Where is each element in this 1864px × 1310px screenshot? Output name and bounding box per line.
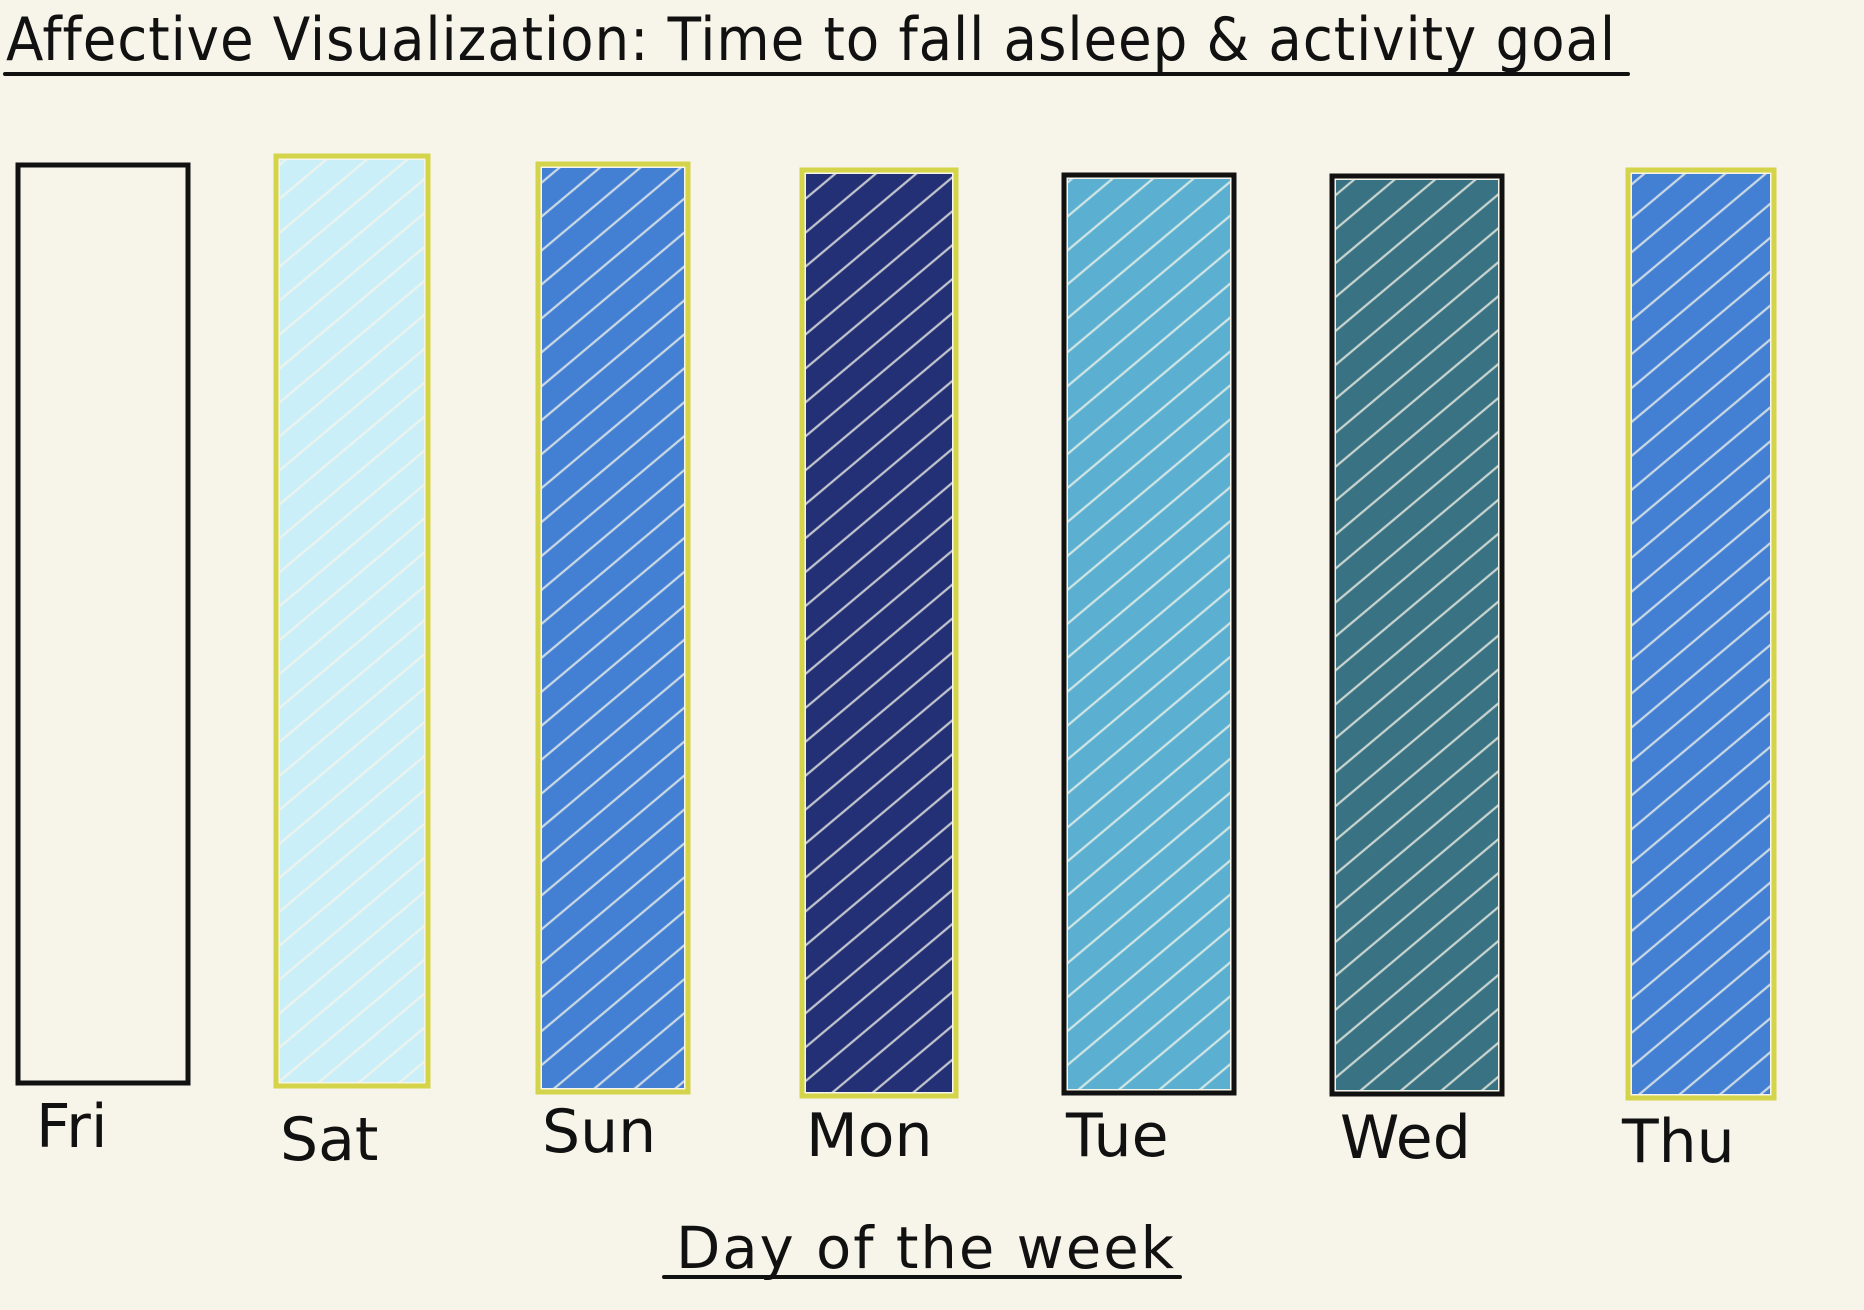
day-label-sun: Sun [542, 1097, 656, 1167]
bar-outline-fri [15, 162, 191, 1086]
bar-thu [1625, 167, 1777, 1101]
day-label-thu: Thu [1621, 1107, 1735, 1177]
bars-group [15, 153, 1777, 1101]
bar-wed [1329, 173, 1505, 1097]
day-labels-group: Fri Sat Sun Mon Tue Wed Thu [36, 1092, 1735, 1177]
bar-outline-mon [799, 167, 959, 1099]
bar-fill-wed [1336, 180, 1498, 1090]
x-axis-label: Day of the week [676, 1214, 1176, 1282]
day-label-sat: Sat [280, 1105, 378, 1175]
bar-fill-sat [280, 160, 424, 1082]
bar-outline-sun [535, 161, 691, 1095]
chart-title: Affective Visualization: Time to fall as… [6, 5, 1616, 75]
bar-outline-wed [1329, 173, 1505, 1097]
bar-outline-tue [1061, 172, 1237, 1096]
bar-tue [1061, 172, 1237, 1096]
day-label-mon: Mon [806, 1101, 933, 1171]
bar-fill-sun [542, 168, 684, 1088]
bar-mon [799, 167, 959, 1099]
bar-outline-thu [1625, 167, 1777, 1101]
bar-sat [273, 153, 431, 1089]
bar-fill-thu [1632, 174, 1770, 1094]
bar-sun [535, 161, 691, 1095]
bar-outline-sat [273, 153, 431, 1089]
day-label-fri: Fri [36, 1092, 107, 1162]
day-label-wed: Wed [1340, 1103, 1471, 1173]
bar-fill-mon [806, 174, 952, 1092]
day-label-tue: Tue [1065, 1101, 1168, 1171]
bar-fill-tue [1068, 179, 1230, 1089]
bar-fri [15, 162, 191, 1086]
